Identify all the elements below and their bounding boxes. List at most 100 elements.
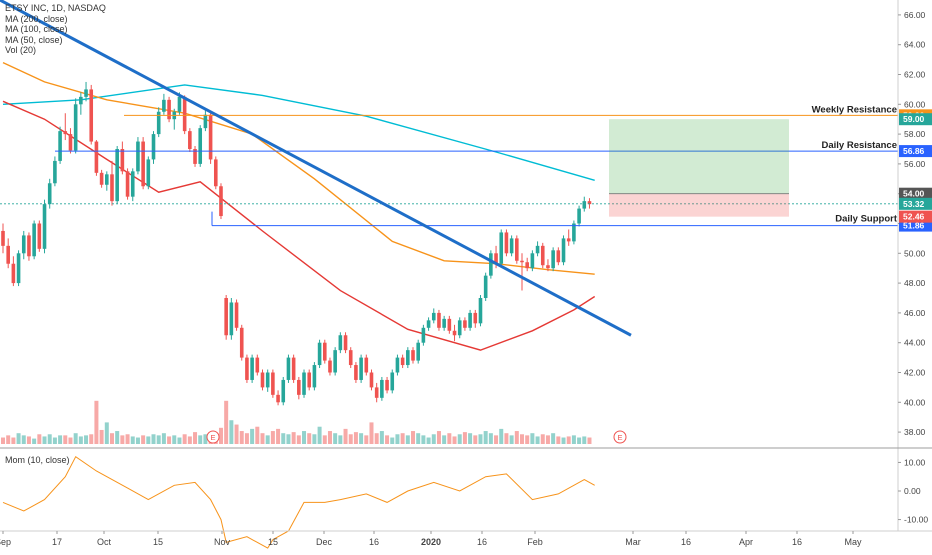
x-tick-label: 16: [369, 537, 379, 547]
volume-bar: [146, 436, 151, 444]
volume-bar: [239, 431, 244, 444]
volume-bar: [551, 433, 556, 444]
candle-body: [193, 149, 197, 164]
candle-body: [224, 298, 228, 336]
indicator-volume[interactable]: Vol (20): [5, 45, 37, 55]
volume-bar: [390, 437, 395, 444]
daily-support-label: Daily Support: [835, 214, 898, 225]
downtrend-line: [0, 0, 632, 337]
candle-body: [577, 208, 581, 224]
candle-body: [364, 357, 369, 373]
volume-bar: [566, 436, 571, 444]
y-tick-label: 44.00: [904, 338, 926, 348]
candle-body: [260, 372, 265, 388]
volume-bar: [115, 431, 120, 444]
candle-body: [473, 312, 478, 324]
price-tag: [899, 197, 932, 210]
volume-bar: [286, 434, 291, 444]
candle-body: [431, 312, 436, 321]
candle-body: [1, 230, 5, 246]
candle-body: [328, 360, 332, 373]
candle-body: [16, 253, 21, 284]
volume-bar: [364, 435, 369, 444]
volume-bar: [571, 435, 576, 444]
volume-bar: [104, 422, 109, 444]
volume-bar: [400, 433, 405, 444]
x-tick-label: Sep: [0, 537, 11, 547]
candle-body: [400, 357, 405, 366]
volume-bar: [338, 435, 343, 444]
candle-body: [302, 372, 306, 395]
symbol-title[interactable]: ETSY INC, 1D, NASDAQ: [5, 3, 106, 13]
volume-bar: [514, 431, 519, 444]
candle-body: [406, 350, 410, 366]
mom-tick-label: 10.00: [904, 457, 926, 467]
candle-body: [79, 96, 83, 105]
candle-body: [520, 260, 524, 263]
candle-body: [188, 131, 192, 149]
volume-bar: [244, 433, 249, 444]
candle-body: [73, 104, 78, 151]
candle-body: [489, 253, 493, 276]
momentum-label[interactable]: Mom (10, close): [5, 455, 70, 465]
volume-bar: [16, 433, 21, 444]
volume-bar: [42, 436, 47, 444]
candle-body: [478, 298, 483, 324]
candle-body: [213, 159, 218, 187]
volume-bar: [172, 435, 177, 444]
earnings-marker-label: E: [617, 433, 622, 442]
volume-bar: [21, 435, 26, 444]
indicator-ma50[interactable]: MA (50, close): [5, 34, 63, 45]
volume-bar: [167, 436, 172, 444]
momentum-pane: [2, 455, 595, 549]
volume-bar: [6, 435, 11, 444]
volume-bar: [421, 435, 426, 444]
candle-body: [354, 365, 358, 380]
volume-bar: [135, 437, 140, 444]
y-tick-label: 58.00: [904, 129, 926, 139]
candle-body: [130, 171, 135, 197]
candle-body: [177, 96, 182, 112]
candle-body: [198, 128, 203, 164]
candle-body: [390, 372, 395, 391]
momentum-line: [2, 455, 595, 549]
y-tick-label: 46.00: [904, 308, 926, 318]
y-tick-label: 48.00: [904, 278, 926, 288]
candle-body: [546, 265, 550, 269]
candle-body: [115, 149, 119, 202]
candle-body: [99, 172, 104, 185]
price-tag: [899, 210, 932, 223]
y-tick-label: 42.00: [904, 368, 926, 378]
volume-bar: [369, 422, 374, 444]
candle-body: [322, 342, 327, 361]
x-tick-label: 16: [681, 537, 691, 547]
candle-body: [582, 201, 587, 209]
candle-body: [47, 183, 52, 205]
volume-bar: [58, 435, 63, 444]
volume-bar: [182, 434, 187, 444]
volume-bar: [187, 436, 192, 444]
y-tick-label: 40.00: [904, 397, 926, 407]
price-tag: [899, 145, 932, 158]
volume-bar: [73, 433, 78, 444]
x-tick-label: 15: [268, 537, 278, 547]
volume-bar: [11, 437, 16, 444]
candle-body: [572, 223, 576, 242]
indicator-ma200[interactable]: MA (200, close): [5, 13, 68, 24]
candle-body: [53, 160, 57, 184]
candle-body: [551, 250, 555, 269]
candle-body: [89, 89, 94, 142]
volume-bar: [473, 435, 478, 444]
volume-bar: [307, 433, 312, 444]
x-tick-label: Dec: [316, 537, 333, 547]
volume-bar: [556, 436, 561, 444]
volume-bar: [37, 434, 42, 444]
volume-bar: [478, 434, 483, 444]
indicator-ma100[interactable]: MA (100, close): [5, 24, 68, 34]
volume-bar: [504, 433, 509, 444]
volume-bar: [499, 428, 504, 444]
y-tick-label: 64.00: [904, 40, 926, 50]
candle-body: [525, 262, 529, 269]
position-profit-zone: [609, 119, 789, 194]
